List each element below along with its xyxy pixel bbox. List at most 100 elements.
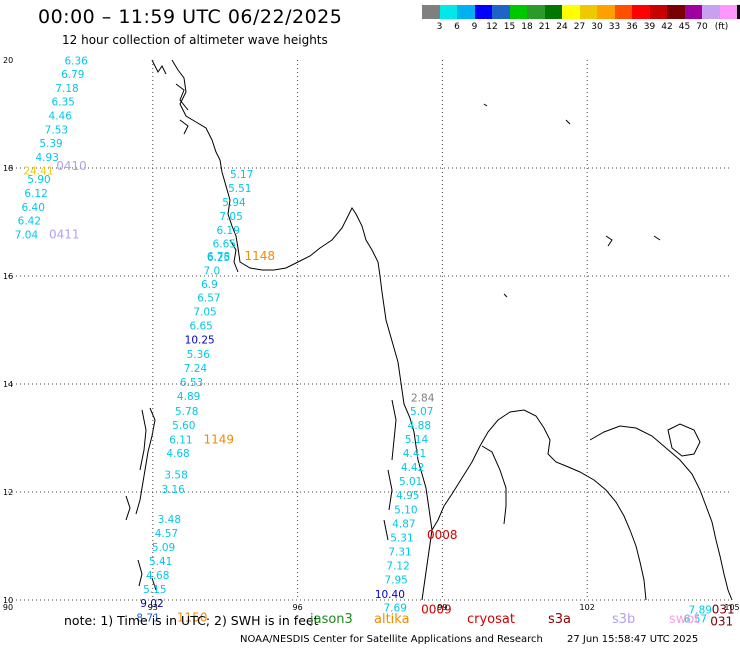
wave-height-value: 4.95 bbox=[396, 490, 419, 502]
y-tick-label: 18 bbox=[3, 164, 13, 173]
color-scale-label: 27 bbox=[573, 22, 586, 32]
wave-height-value: 7.31 bbox=[388, 546, 411, 558]
wave-height-value: 5.09 bbox=[152, 542, 175, 554]
wave-height-value: 6.78 bbox=[207, 251, 230, 263]
color-swatch bbox=[719, 5, 737, 19]
pass-time-label: 0410 bbox=[56, 159, 87, 173]
wave-height-value: 6.25 bbox=[207, 252, 230, 264]
wave-height-value: 7.89 bbox=[689, 605, 712, 617]
pass-time-label: 031 bbox=[710, 615, 733, 629]
color-swatch bbox=[527, 5, 545, 19]
wave-height-value: 4.41 bbox=[403, 448, 426, 460]
wave-height-value: 6.40 bbox=[22, 202, 45, 214]
x-tick-label: 105 bbox=[724, 603, 739, 612]
color-scale-unit: (ft) bbox=[714, 22, 729, 32]
x-tick-label: 102 bbox=[580, 603, 595, 612]
wave-height-value: 6.79 bbox=[61, 69, 84, 81]
x-tick-label: 96 bbox=[293, 603, 303, 612]
pass-time-label: 031 bbox=[712, 603, 735, 617]
color-swatch bbox=[737, 5, 740, 19]
wave-height-value: 6.65 bbox=[213, 239, 236, 251]
wave-height-value: 6.35 bbox=[51, 97, 74, 109]
y-tick-label: 16 bbox=[3, 272, 13, 281]
wave-height-value: 4.87 bbox=[392, 518, 415, 530]
color-swatch bbox=[579, 5, 597, 19]
y-tick-label: 20 bbox=[3, 56, 13, 65]
color-scale-label: 42 bbox=[661, 22, 673, 32]
color-swatch bbox=[492, 5, 510, 19]
wave-height-value: 5.31 bbox=[390, 532, 413, 544]
color-scale-label: 45 bbox=[678, 22, 691, 32]
wave-height-value: 6.19 bbox=[217, 225, 240, 237]
page-title: 00:00 – 11:59 UTC 06/22/2025 bbox=[38, 6, 343, 28]
pass-time-label: 0009 bbox=[421, 603, 452, 617]
color-scale-label: 24 bbox=[556, 22, 568, 32]
wave-height-value: 5.60 bbox=[172, 420, 195, 432]
color-scale-labels: 3 6 9 12 15 18 21 24 27 30 33 36 39 42 45 70 (ft) bbox=[422, 22, 740, 34]
color-swatch bbox=[597, 5, 615, 19]
mission-label: jason3 bbox=[310, 612, 353, 627]
coastline bbox=[125, 59, 733, 601]
wave-height-value: 6.57 bbox=[197, 293, 220, 305]
wave-height-value: 6.42 bbox=[18, 215, 41, 227]
credit-line: NOAA/NESDIS Center for Satellite Applica… bbox=[240, 634, 543, 645]
mission-label: swot bbox=[669, 612, 700, 627]
wave-height-value: 5.10 bbox=[394, 504, 417, 516]
wave-height-value: 4.88 bbox=[408, 420, 431, 432]
color-swatch bbox=[649, 5, 667, 19]
wave-height-value: 7.69 bbox=[384, 603, 407, 615]
pass-time-label: 0008 bbox=[427, 528, 458, 542]
wave-height-value: 6.12 bbox=[24, 188, 47, 200]
mission-label: altika bbox=[374, 612, 410, 627]
wave-height-value: 5.41 bbox=[149, 556, 172, 568]
wave-height-value: 4.42 bbox=[401, 462, 424, 474]
color-scale-label: 9 bbox=[471, 22, 478, 32]
wave-height-value: 2.84 bbox=[411, 393, 435, 405]
wave-height-value: 7.05 bbox=[193, 307, 216, 319]
color-scale-label: 15 bbox=[503, 22, 516, 32]
wave-height-value: 3.16 bbox=[161, 484, 185, 496]
color-scale-bar bbox=[422, 5, 740, 19]
pass-time-label: 1148 bbox=[245, 249, 276, 263]
pass-time-label: 0411 bbox=[49, 227, 80, 241]
footnote: note: 1) Time is in UTC; 2) SWH is in fe… bbox=[64, 613, 319, 628]
mission-label: s3b bbox=[612, 612, 636, 627]
color-scale-label: 30 bbox=[591, 22, 603, 32]
color-scale-label: 33 bbox=[608, 22, 621, 32]
wave-height-value: 5.17 bbox=[230, 169, 253, 181]
color-swatch bbox=[684, 5, 702, 19]
wave-height-value: 6.65 bbox=[189, 321, 212, 333]
wave-height-value: 10.25 bbox=[185, 335, 215, 347]
wave-height-value: 7.05 bbox=[219, 211, 242, 223]
wave-height-value: 4.93 bbox=[36, 152, 59, 164]
wave-height-value: 7.0 bbox=[203, 266, 220, 278]
color-swatch bbox=[667, 5, 685, 19]
wave-height-value: 4.89 bbox=[177, 391, 200, 403]
wave-height-value: 5.78 bbox=[175, 406, 198, 418]
color-swatch bbox=[632, 5, 650, 19]
wave-height-value: 7.24 bbox=[184, 363, 208, 375]
wave-height-value: 5.01 bbox=[399, 476, 422, 488]
wave-height-value: 7.12 bbox=[386, 560, 409, 572]
wave-height-value: 10.40 bbox=[375, 589, 405, 601]
wave-height-value: 7.18 bbox=[55, 83, 78, 95]
color-swatch bbox=[474, 5, 492, 19]
wave-height-value: 24.41 bbox=[23, 166, 53, 178]
mission-label: s3a bbox=[548, 612, 572, 627]
wave-height-value: 3.48 bbox=[158, 514, 181, 526]
wave-height-value: 7.95 bbox=[384, 574, 407, 586]
wave-height-value: 5.15 bbox=[143, 584, 166, 596]
wave-height-value: 5.39 bbox=[39, 138, 62, 150]
wave-height-value: 5.36 bbox=[187, 349, 211, 361]
axis-tick-labels: 90 93 96 99 102 105 20 18 16 14 12 10 bbox=[3, 56, 740, 612]
color-scale-label: 18 bbox=[521, 22, 533, 32]
color-swatch bbox=[614, 5, 632, 19]
wave-height-value: 6.11 bbox=[169, 435, 192, 447]
color-swatch bbox=[457, 5, 475, 19]
wave-height-value: 6.53 bbox=[180, 377, 203, 389]
color-swatch bbox=[702, 5, 720, 19]
y-tick-label: 14 bbox=[3, 380, 13, 389]
color-swatch bbox=[439, 5, 457, 19]
